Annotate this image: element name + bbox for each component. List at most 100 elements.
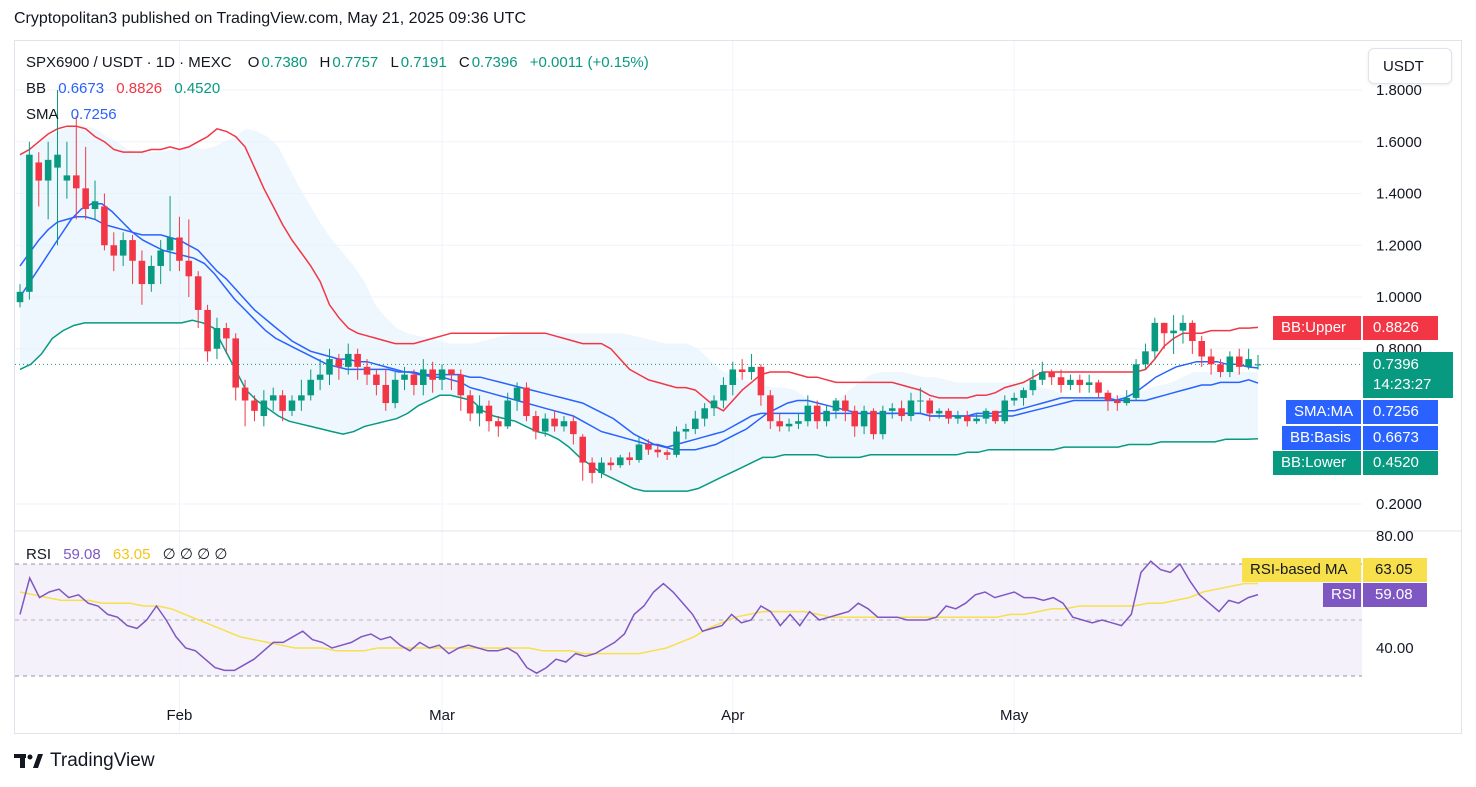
candle-body bbox=[1067, 379, 1074, 385]
candle-body bbox=[448, 369, 455, 375]
price-axis-label: 1.2000 bbox=[1376, 237, 1422, 254]
tradingview-brand: TradingView bbox=[50, 750, 155, 771]
rsi-ma-tag-label: RSI-based MA bbox=[1242, 558, 1361, 582]
candle-body bbox=[842, 400, 849, 411]
close-label: C bbox=[458, 54, 470, 71]
candle-body bbox=[570, 421, 577, 435]
bb-legend: BB 0.6673 0.8826 0.4520 bbox=[26, 80, 222, 97]
candle-body bbox=[298, 395, 305, 401]
candle-body bbox=[344, 353, 352, 367]
tradingview-logo[interactable]: TradingView bbox=[14, 750, 155, 772]
close-value: 0.7396 bbox=[471, 54, 518, 71]
candle-body bbox=[917, 400, 924, 402]
candle-body bbox=[673, 431, 680, 455]
bb-lower-value: 0.4520 bbox=[174, 80, 221, 97]
candle-body bbox=[129, 240, 136, 261]
candle-body bbox=[879, 410, 887, 435]
candle-body bbox=[260, 400, 268, 417]
candle-body bbox=[429, 369, 436, 380]
low-label: L bbox=[390, 54, 399, 71]
candle-body bbox=[973, 418, 980, 422]
candle-body bbox=[410, 374, 418, 385]
candle-body bbox=[1010, 397, 1018, 401]
candle-body bbox=[1114, 400, 1121, 404]
candle-body bbox=[213, 328, 221, 349]
candle-body bbox=[1179, 322, 1187, 331]
bb-lower-tag-value: 0.4520 bbox=[1363, 451, 1438, 475]
candle-body bbox=[288, 400, 296, 411]
candle-body bbox=[626, 457, 633, 461]
candle-body bbox=[926, 400, 934, 414]
candle-body bbox=[710, 400, 718, 409]
candle-body bbox=[373, 374, 380, 385]
symbol-title[interactable]: SPX6900 / USDT · 1D · MEXC bbox=[26, 54, 232, 71]
candle-body bbox=[1151, 322, 1159, 352]
candle-body bbox=[1189, 322, 1196, 341]
candle-body bbox=[720, 384, 727, 401]
candle-body bbox=[176, 237, 183, 261]
candle-body bbox=[982, 410, 990, 419]
bb-basis-value: 0.6673 bbox=[58, 80, 105, 97]
candle-body bbox=[823, 410, 830, 422]
publisher-line: Cryptopolitan3 published on TradingView.… bbox=[14, 10, 527, 27]
candle-body bbox=[748, 366, 755, 373]
sma-line bbox=[19, 203, 1259, 451]
rsi-tag-label: RSI bbox=[1323, 583, 1361, 607]
rsi-label[interactable]: RSI bbox=[26, 546, 52, 563]
candle-body bbox=[1039, 372, 1046, 380]
candle-body bbox=[232, 338, 239, 388]
candle-body bbox=[223, 328, 230, 339]
candle-body bbox=[335, 359, 343, 367]
candle-body bbox=[476, 405, 483, 414]
candle-body bbox=[607, 462, 615, 466]
candle-body bbox=[1254, 364, 1262, 366]
candle-body bbox=[1198, 340, 1206, 357]
candle-body bbox=[16, 291, 24, 303]
bb-upper-tag-value: 0.8826 bbox=[1363, 316, 1438, 340]
bb-label[interactable]: BB bbox=[26, 80, 47, 97]
bb-upper-tag-label: BB:Upper bbox=[1273, 316, 1361, 340]
low-value: 0.7191 bbox=[400, 54, 447, 71]
bb-upper-value: 0.8826 bbox=[116, 80, 163, 97]
candle-body bbox=[1170, 330, 1177, 334]
candle-body bbox=[1001, 400, 1009, 422]
candle-body bbox=[148, 265, 155, 285]
price-axis-label: 1.0000 bbox=[1376, 289, 1422, 306]
rsi-axis-label: 80.00 bbox=[1376, 528, 1414, 545]
price-axis-label: 1.4000 bbox=[1376, 186, 1422, 203]
candle-body bbox=[354, 353, 361, 367]
candle-body bbox=[1085, 382, 1093, 385]
sma-label[interactable]: SMA bbox=[26, 106, 59, 123]
candle-body bbox=[269, 395, 277, 401]
candle-body bbox=[1048, 372, 1055, 378]
last-price-tag: 0.7396 14:23:27 bbox=[1363, 352, 1453, 398]
candle-body bbox=[888, 408, 896, 411]
candle-body bbox=[1104, 392, 1112, 401]
price-axis-label: 1.6000 bbox=[1376, 134, 1422, 151]
bb-band-fill bbox=[20, 126, 1258, 492]
candle-body bbox=[466, 395, 474, 414]
tradingview-logo-icon bbox=[14, 754, 43, 768]
candle-body bbox=[935, 410, 943, 414]
candle-body bbox=[110, 245, 118, 256]
currency-button[interactable]: USDT bbox=[1368, 48, 1452, 84]
chart-frame[interactable] bbox=[14, 40, 1462, 734]
bb-basis-tag-value: 0.6673 bbox=[1363, 426, 1438, 450]
high-value: 0.7757 bbox=[332, 54, 379, 71]
high-label: H bbox=[319, 54, 331, 71]
rsi-legend: RSI 59.08 63.05 ∅ ∅ ∅ ∅ bbox=[26, 545, 229, 563]
candle-body bbox=[1160, 322, 1168, 334]
rsi-value: 59.08 bbox=[63, 546, 101, 563]
candle-body bbox=[757, 366, 765, 396]
candle-body bbox=[420, 369, 427, 385]
candle-body bbox=[1095, 382, 1102, 393]
candle-body bbox=[495, 421, 502, 427]
candle-body bbox=[860, 410, 868, 427]
open-label: O bbox=[247, 54, 260, 71]
candle-body bbox=[91, 201, 99, 210]
candle-body bbox=[551, 418, 558, 427]
candle-body bbox=[523, 387, 530, 417]
candle-body bbox=[326, 359, 333, 375]
candle-body bbox=[1020, 390, 1027, 398]
